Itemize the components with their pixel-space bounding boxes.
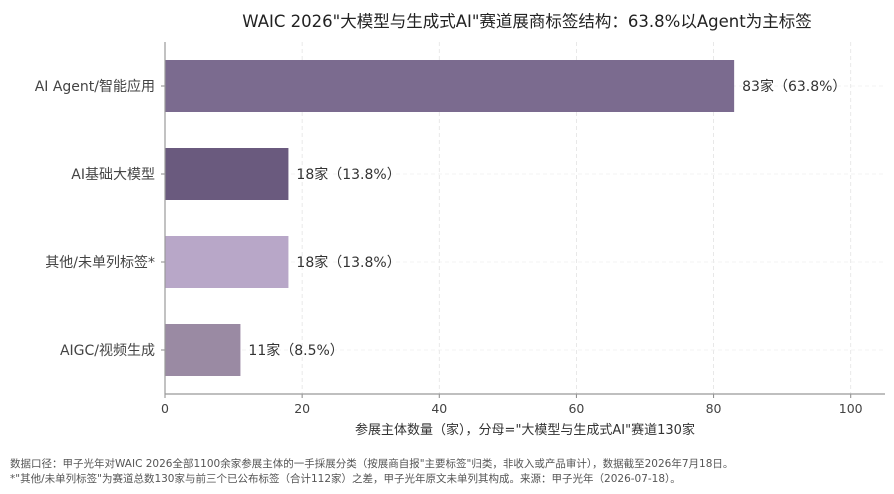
x-tick-label: 20 <box>294 401 310 416</box>
category-label: AI Agent/智能应用 <box>35 78 155 95</box>
data-label: 18家（13.8%） <box>296 166 400 183</box>
category-label: AI基础大模型 <box>71 166 155 183</box>
x-axis-title: 参展主体数量（家），分母="大模型与生成式AI"赛道130家 <box>355 422 695 438</box>
labels: AI Agent/智能应用 83家（63.8%） AI基础大模型 18家（13.8%）… <box>35 78 847 438</box>
category-label: AIGC/视频生成 <box>60 343 155 359</box>
data-label: 11家（8.5%） <box>248 342 343 359</box>
x-tick-label: 100 <box>839 401 863 416</box>
x-tick-label: 80 <box>706 401 722 416</box>
bar <box>165 324 241 376</box>
footnote-other: *"其他/未单列标签"为赛道总数130家与前三个已公布标签（合计112家）之差，… <box>10 473 681 485</box>
bar <box>165 236 289 288</box>
x-tick-label: 60 <box>568 401 584 416</box>
category-label: 其他/未单列标签* <box>45 254 155 271</box>
x-tick-label: 40 <box>431 401 447 416</box>
data-label: 18家（13.8%） <box>296 254 400 271</box>
chart-title: WAIC 2026"大模型与生成式AI"赛道展商标签结构：63.8%以Agent… <box>242 12 812 31</box>
footnote-source: 数据口径：甲子光年对WAIC 2026全部1100余家参展主体的一手採展分类（按… <box>10 458 734 470</box>
axes: 0 20 40 60 80 100 <box>161 42 885 416</box>
x-tick-label: 0 <box>161 401 169 416</box>
bars <box>165 60 735 376</box>
data-label: 83家（63.8%） <box>742 78 846 95</box>
bar <box>165 60 735 112</box>
bar <box>165 148 289 200</box>
